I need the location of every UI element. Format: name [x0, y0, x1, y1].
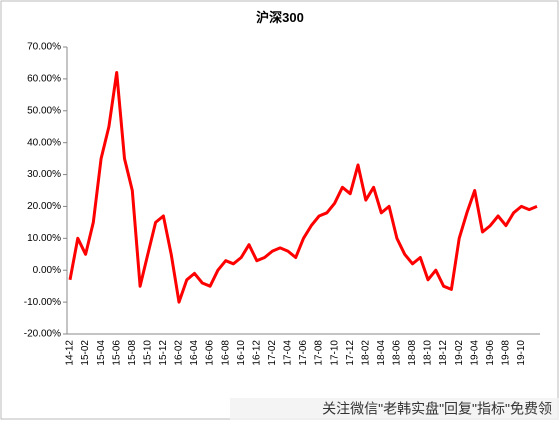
x-tick-label: 17-08 [314, 340, 325, 366]
x-tick-label: 15-10 [142, 340, 153, 366]
data-line [68, 71, 538, 304]
x-tick-label: 16-12 [251, 340, 262, 366]
x-tick-label: 19-10 [516, 340, 527, 366]
x-tick-label: 17-06 [298, 340, 309, 366]
x-tick-label: 15-04 [96, 340, 107, 366]
y-tick-label: 40.00% [27, 137, 61, 148]
y-tick-label: 20.00% [27, 201, 61, 212]
x-tick-label: 15-08 [127, 340, 138, 366]
x-tick-label: 16-10 [236, 340, 247, 366]
x-tick-label: 18-04 [376, 340, 387, 366]
y-tick-label: 30.00% [27, 169, 61, 180]
y-tick-label: 70.00% [27, 42, 61, 53]
watermark-bg [230, 398, 559, 420]
x-tick-label: 19-08 [501, 340, 512, 366]
x-tick-label: 16-08 [220, 340, 231, 366]
x-tick-label: 18-02 [360, 340, 371, 366]
x-tick-label: 16-06 [205, 340, 216, 366]
x-tick-label: 18-10 [423, 340, 434, 366]
y-tick-label: 10.00% [27, 233, 61, 244]
watermark: 关注微信"老韩实盘"回复"指标"免费领 [322, 401, 552, 417]
x-tick-label: 18-08 [407, 340, 418, 366]
y-tick-label: 50.00% [27, 105, 61, 116]
y-tick-label: 0.00% [33, 265, 61, 276]
x-tick-label: 19-04 [469, 340, 480, 366]
x-tick-label: 15-12 [158, 340, 169, 366]
x-tick-label: 18-12 [438, 340, 449, 366]
x-tick-label: 16-04 [189, 340, 200, 366]
x-tick-label: 19-06 [485, 340, 496, 366]
x-tick-label: 15-06 [111, 340, 122, 366]
x-tick-label: 14-12 [65, 340, 76, 366]
x-tick-label: 15-02 [80, 340, 91, 366]
x-tick-label: 17-04 [283, 340, 294, 366]
y-tick-label: -20.00% [24, 329, 61, 340]
y-tick-label: -10.00% [24, 297, 61, 308]
x-tick-label: 17-02 [267, 340, 278, 366]
chart-title: 沪深300 [256, 10, 304, 25]
x-tick-label: 16-02 [174, 340, 185, 366]
x-tick-label: 19-02 [454, 340, 465, 366]
x-tick-label: 18-06 [392, 340, 403, 366]
x-tick-label: 17-10 [329, 340, 340, 366]
x-tick-label: 17-12 [345, 340, 356, 366]
y-tick-label: 60.00% [27, 74, 61, 85]
